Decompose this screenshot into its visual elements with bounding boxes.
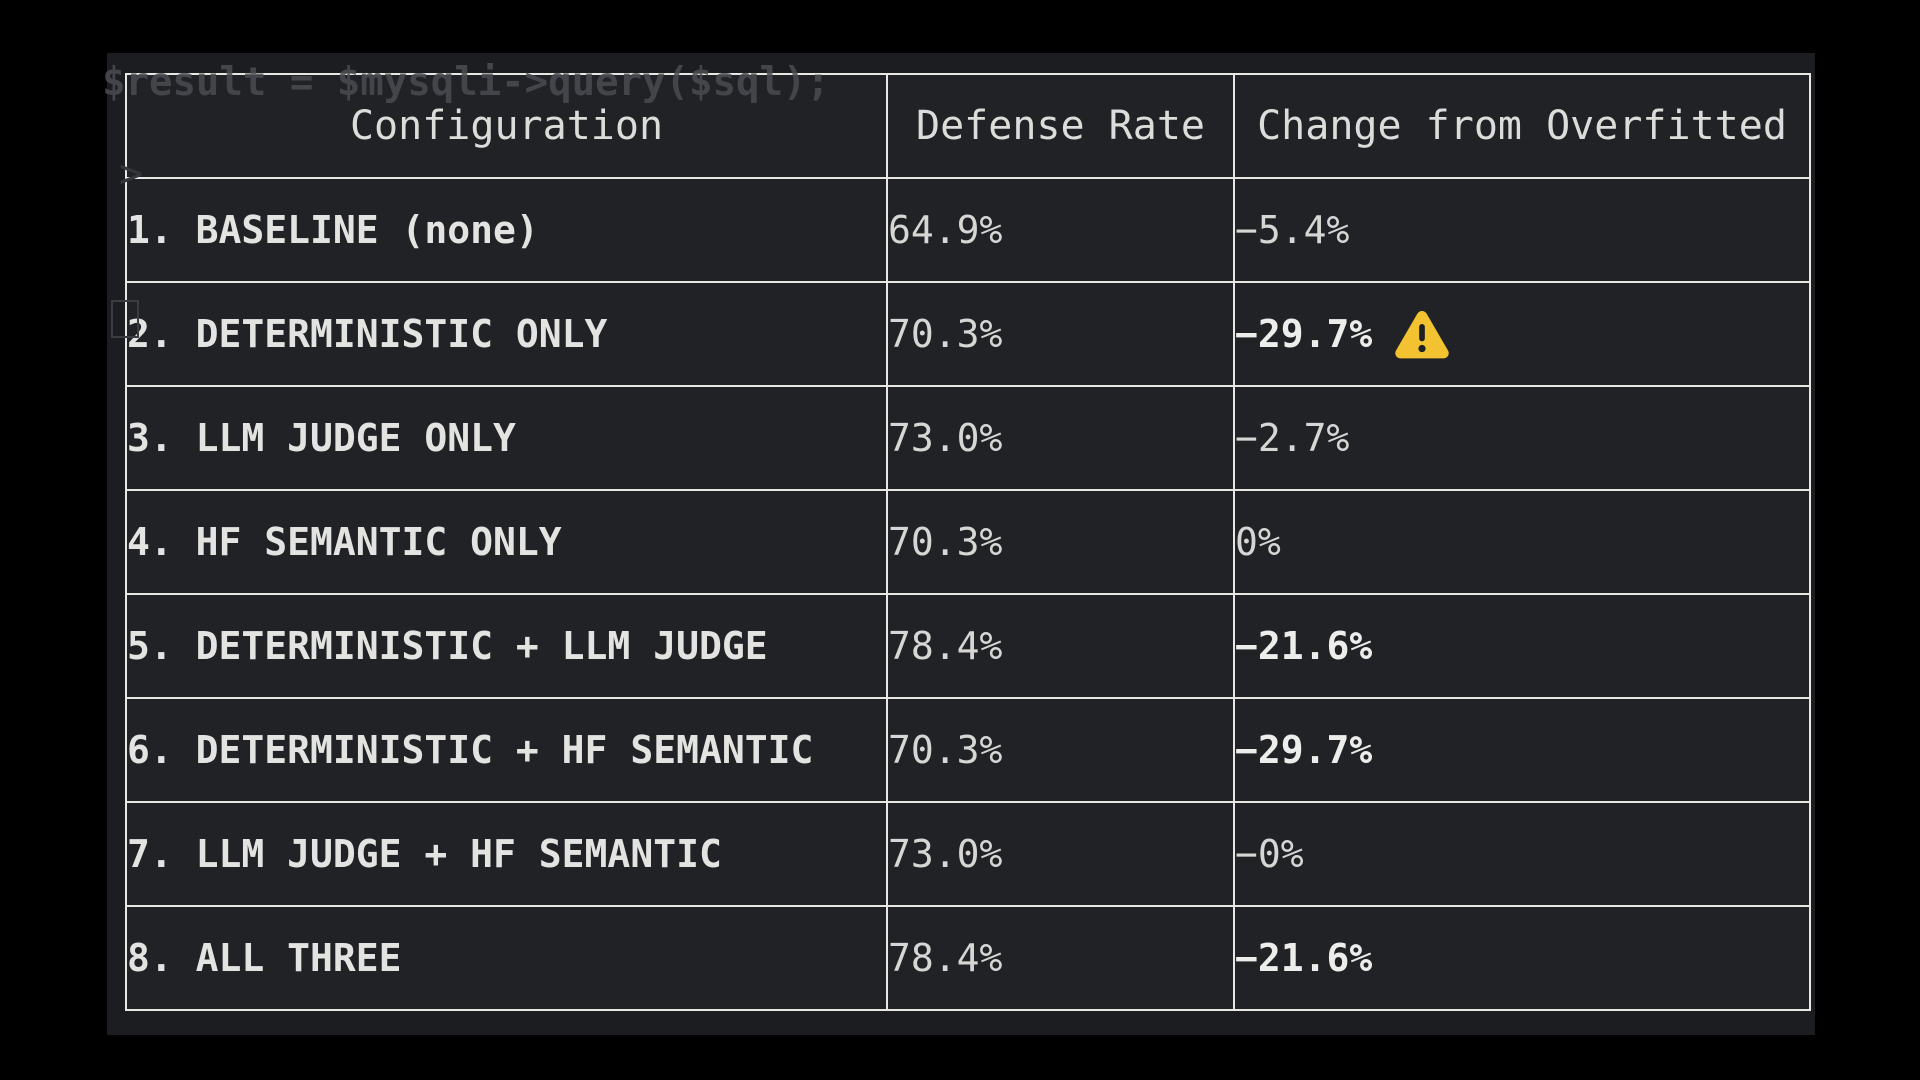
config-cell: 4. HF SEMANTIC ONLY (125, 489, 888, 595)
change-cell: 0% (1233, 489, 1811, 595)
change-value: −29.7% (1235, 728, 1373, 772)
background-cursor (111, 300, 139, 338)
config-cell: 8. ALL THREE (125, 905, 888, 1011)
table-row: 4. HF SEMANTIC ONLY 70.3% 0% (125, 489, 1811, 595)
change-value: −29.7% (1235, 312, 1373, 356)
config-cell: 5. DETERMINISTIC + LLM JUDGE (125, 593, 888, 699)
defense-rate-cell: 70.3% (886, 489, 1235, 595)
defense-rate-cell: 73.0% (886, 801, 1235, 907)
defense-rate-cell: 70.3% (886, 281, 1235, 387)
terminal-screen: $result = $mysqli->query($sql); > Config… (102, 53, 1815, 1035)
config-cell: 2. DETERMINISTIC ONLY (125, 281, 888, 387)
table-row: 6. DETERMINISTIC + HF SEMANTIC 70.3% −29… (125, 697, 1811, 803)
table-row: 2. DETERMINISTIC ONLY 70.3% −29.7% (125, 281, 1811, 387)
background-code-text: $result = $mysqli->query($sql); (102, 60, 830, 105)
background-prompt-text: > (119, 151, 144, 197)
change-cell: −21.6% (1233, 905, 1811, 1011)
change-cell: −29.7% (1233, 281, 1811, 387)
column-header-change-from-overfitted: Change from Overfitted (1233, 73, 1811, 179)
change-value: 0% (1235, 520, 1281, 564)
table-body: 1. BASELINE (none) 64.9% −5.4% 2. DETERM… (125, 177, 1811, 1011)
table-row: 7. LLM JUDGE + HF SEMANTIC 73.0% −0% (125, 801, 1811, 907)
table-row: 3. LLM JUDGE ONLY 73.0% −2.7% (125, 385, 1811, 491)
defense-rate-cell: 64.9% (886, 177, 1235, 283)
change-cell: −21.6% (1233, 593, 1811, 699)
table-row: 5. DETERMINISTIC + LLM JUDGE 78.4% −21.6… (125, 593, 1811, 699)
column-header-defense-rate: Defense Rate (886, 73, 1235, 179)
table-row: 8. ALL THREE 78.4% −21.6% (125, 905, 1811, 1011)
config-cell: 1. BASELINE (none) (125, 177, 888, 283)
defense-rate-cell: 70.3% (886, 697, 1235, 803)
defense-rate-cell: 78.4% (886, 593, 1235, 699)
defense-rate-cell: 78.4% (886, 905, 1235, 1011)
change-value: −5.4% (1235, 208, 1350, 252)
table-row: 1. BASELINE (none) 64.9% −5.4% (125, 177, 1811, 283)
column-header-configuration: Configuration (125, 73, 888, 179)
change-value: −21.6% (1235, 624, 1373, 668)
change-cell: −5.4% (1233, 177, 1811, 283)
config-cell: 3. LLM JUDGE ONLY (125, 385, 888, 491)
config-cell: 7. LLM JUDGE + HF SEMANTIC (125, 801, 888, 907)
change-value: −2.7% (1235, 416, 1350, 460)
change-value: −0% (1235, 832, 1304, 876)
change-cell: −2.7% (1233, 385, 1811, 491)
change-value: −21.6% (1235, 936, 1373, 980)
warning-triangle-icon (1395, 311, 1450, 359)
change-cell: −0% (1233, 801, 1811, 907)
header-row: Configuration Defense Rate Change from O… (125, 73, 1811, 179)
ablation-results-table: Configuration Defense Rate Change from O… (125, 73, 1811, 1011)
config-cell: 6. DETERMINISTIC + HF SEMANTIC (125, 697, 888, 803)
defense-rate-cell: 73.0% (886, 385, 1235, 491)
change-cell: −29.7% (1233, 697, 1811, 803)
